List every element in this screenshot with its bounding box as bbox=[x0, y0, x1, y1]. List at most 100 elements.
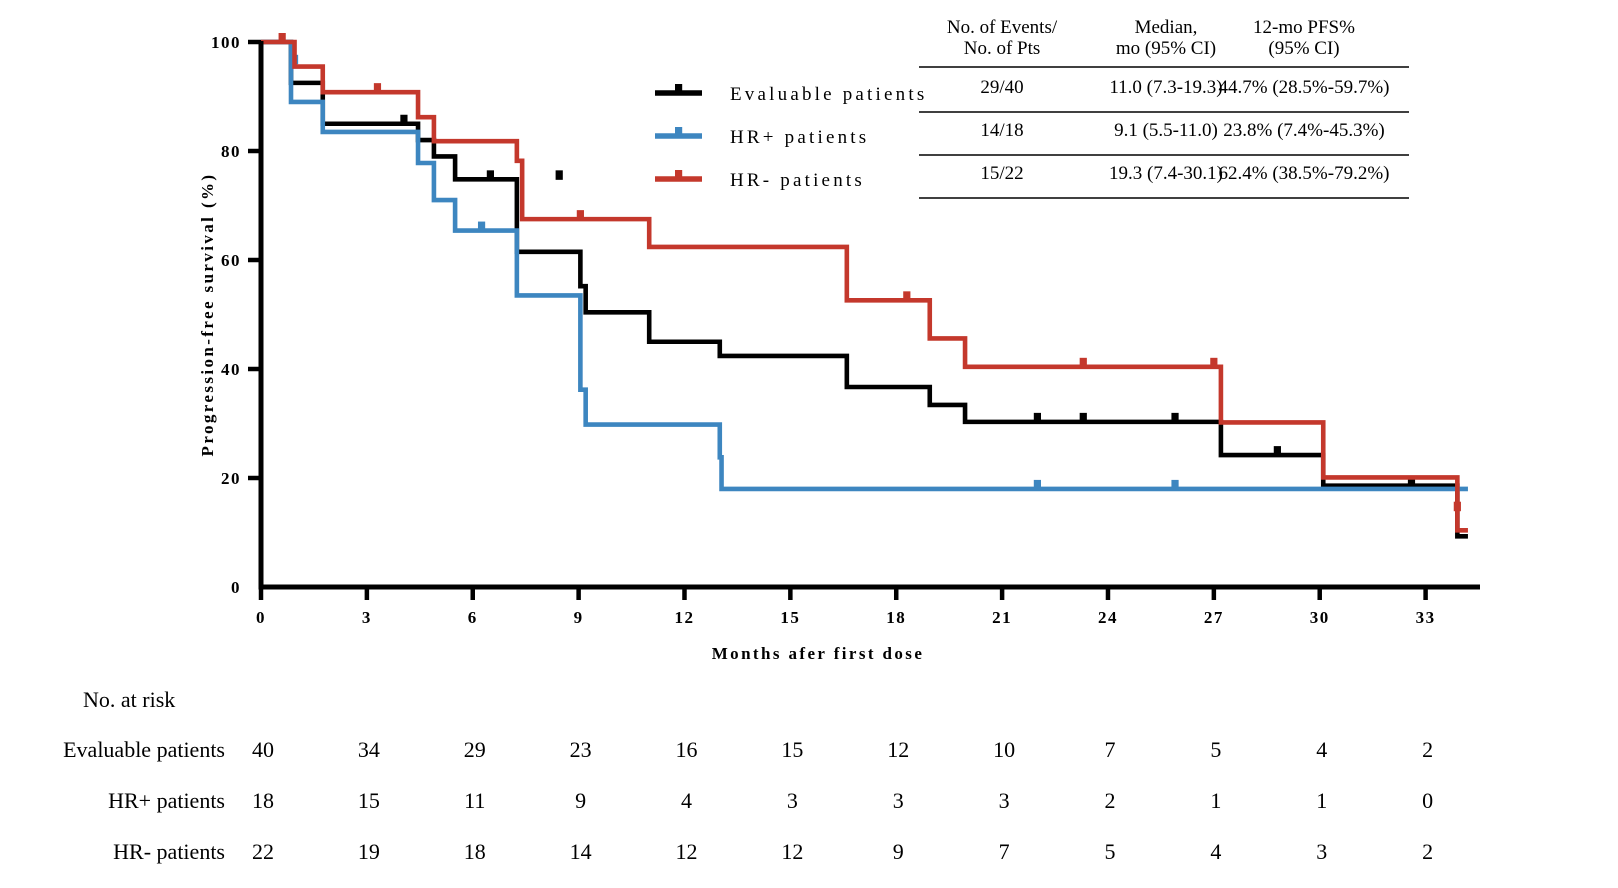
cell-events-over-pts: 14/18 bbox=[980, 120, 1023, 141]
risk-count-value: 23 bbox=[570, 737, 592, 762]
table-row: 15/22 19.3 (7.4-30.1)62.4% (38.5%-79.2%) bbox=[980, 163, 1389, 184]
legend-item-3[interactable]: HR- patients bbox=[655, 170, 865, 191]
x-axis-tick-label: 30 bbox=[1310, 608, 1330, 627]
risk-count-value: 9 bbox=[893, 839, 904, 864]
censor-tick-mark bbox=[1210, 357, 1218, 368]
y-axis-tick-label: 80 bbox=[221, 142, 241, 161]
km-step-line bbox=[261, 39, 1468, 533]
cell-12mo-pfs: 23.8% (7.4%-45.3%) bbox=[1223, 120, 1384, 141]
risk-count-value: 2 bbox=[1422, 737, 1433, 762]
km-step-line bbox=[261, 39, 1468, 539]
table-column-header-2: Median,mo (95% CI) bbox=[1116, 17, 1216, 59]
risk-count-value: 3 bbox=[787, 788, 798, 813]
risk-count-value: 0 bbox=[1422, 788, 1433, 813]
risk-count-value: 22 bbox=[252, 839, 274, 864]
risk-count-value: 15 bbox=[358, 788, 380, 813]
risk-count-value: 16 bbox=[675, 737, 697, 762]
cell-median-months: 11.0 (7.3-19.3) bbox=[1109, 77, 1222, 98]
risk-count-value: 2 bbox=[1104, 788, 1115, 813]
y-axis-title: Progression-free survival (%) bbox=[198, 173, 217, 457]
x-axis-tick-label: 24 bbox=[1098, 608, 1118, 627]
risk-row-label: HR- patients bbox=[113, 839, 225, 864]
chart-legend: Evaluable patients HR+ patients HR- patien… bbox=[655, 84, 927, 191]
censor-tick-mark bbox=[903, 291, 911, 301]
risk-count-value: 18 bbox=[252, 788, 274, 813]
censor-tick-icon bbox=[675, 127, 683, 137]
table-header-line-1: Median, bbox=[1135, 17, 1198, 38]
censor-tick-mark bbox=[1079, 357, 1087, 368]
risk-count-value: 19 bbox=[358, 839, 380, 864]
km-curve-1 bbox=[261, 39, 1468, 539]
risk-table-row: HR- patients 22 19 18 14 12 12 9 7 5 4 3 2 bbox=[113, 839, 1433, 864]
cell-events-over-pts: 29/40 bbox=[980, 77, 1023, 98]
censor-tick-mark bbox=[486, 170, 494, 180]
table-column-header-3: 12-mo PFS%(95% CI) bbox=[1253, 17, 1355, 59]
censor-tick-mark bbox=[1407, 476, 1416, 487]
censor-tick-mark bbox=[400, 114, 408, 125]
risk-table-title: No. at risk bbox=[83, 687, 175, 712]
risk-count-value: 40 bbox=[252, 737, 274, 762]
x-axis-tick-label: 27 bbox=[1204, 608, 1224, 627]
table-column-header-1: No. of Events/No. of Pts bbox=[947, 17, 1058, 59]
x-axis-tick-label: 9 bbox=[574, 608, 584, 627]
risk-count-value: 4 bbox=[1316, 737, 1327, 762]
legend-item-1[interactable]: Evaluable patients bbox=[655, 84, 927, 105]
x-axis-tick-label: 33 bbox=[1416, 608, 1436, 627]
risk-count-value: 9 bbox=[575, 788, 586, 813]
risk-count-value: 4 bbox=[681, 788, 692, 813]
axes: 0 20 40 60 80 100 0 3 6 9 12 15 18 21 24 27 30 33 Months a… bbox=[198, 33, 1480, 663]
risk-count-value: 29 bbox=[464, 737, 486, 762]
risk-count-value: 3 bbox=[999, 788, 1010, 813]
risk-count-value: 5 bbox=[1104, 839, 1115, 864]
x-axis-tick-label: 15 bbox=[780, 608, 800, 627]
table-row: 29/40 11.0 (7.3-19.3)44.7% (28.5%-59.7%) bbox=[980, 77, 1389, 98]
y-axis-tick-label: 60 bbox=[221, 251, 241, 270]
summary-statistics-table: No. of Events/No. of Pts Median,mo (95% C… bbox=[919, 17, 1409, 199]
risk-count-value: 34 bbox=[358, 737, 380, 762]
risk-count-value: 12 bbox=[781, 839, 803, 864]
censor-tick-mark bbox=[1079, 412, 1087, 423]
x-axis-tick-label: 3 bbox=[362, 608, 372, 627]
plot-area bbox=[261, 33, 1468, 539]
legend-item-2[interactable]: HR+ patients bbox=[655, 127, 869, 148]
risk-count-value: 1 bbox=[1316, 788, 1327, 813]
censor-tick-mark bbox=[576, 210, 584, 220]
risk-count-value: 12 bbox=[887, 737, 909, 762]
table-header-line-2: mo (95% CI) bbox=[1116, 38, 1216, 59]
risk-count-value: 3 bbox=[893, 788, 904, 813]
censor-tick-mark bbox=[1171, 412, 1179, 423]
risk-count-value: 18 bbox=[464, 839, 486, 864]
x-axis-tick-label: 18 bbox=[886, 608, 906, 627]
risk-count-value: 10 bbox=[993, 737, 1015, 762]
legend-item-label: HR+ patients bbox=[730, 127, 869, 148]
y-axis-tick-label: 20 bbox=[221, 469, 241, 488]
censor-tick-mark bbox=[555, 170, 563, 180]
risk-table-row: Evaluable patients 40 34 29 23 16 15 12 10 7 5 4 2 bbox=[63, 737, 1433, 762]
risk-count-value: 4 bbox=[1210, 839, 1221, 864]
risk-count-value: 3 bbox=[1316, 839, 1327, 864]
risk-count-value: 5 bbox=[1210, 737, 1221, 762]
censor-tick-mark bbox=[477, 221, 486, 232]
risk-count-value: 12 bbox=[675, 839, 697, 864]
x-axis-tick-label: 6 bbox=[468, 608, 478, 627]
cell-12mo-pfs: 62.4% (38.5%-79.2%) bbox=[1219, 163, 1390, 184]
x-axis-title: Months afer first dose bbox=[712, 644, 925, 663]
legend-item-label: Evaluable patients bbox=[730, 84, 927, 105]
censor-tick-mark bbox=[1033, 412, 1041, 423]
legend-item-label: HR- patients bbox=[730, 170, 865, 191]
table-header-line-2: No. of Pts bbox=[964, 38, 1041, 59]
risk-count-value: 14 bbox=[570, 839, 592, 864]
censor-tick-mark bbox=[1171, 479, 1179, 490]
censor-tick-mark bbox=[373, 83, 382, 93]
y-axis-tick-label: 100 bbox=[211, 33, 241, 52]
km-step-line bbox=[261, 39, 1468, 492]
censor-tick-icon bbox=[675, 84, 683, 94]
cell-median-months: 19.3 (7.4-30.1) bbox=[1109, 163, 1223, 184]
censor-tick-mark bbox=[1033, 479, 1041, 490]
y-axis-tick-label: 0 bbox=[231, 578, 241, 597]
risk-count-value: 7 bbox=[999, 839, 1010, 864]
km-curve-3 bbox=[261, 33, 1468, 533]
y-axis-tick-label: 40 bbox=[221, 360, 241, 379]
censor-tick-mark bbox=[1273, 446, 1281, 456]
